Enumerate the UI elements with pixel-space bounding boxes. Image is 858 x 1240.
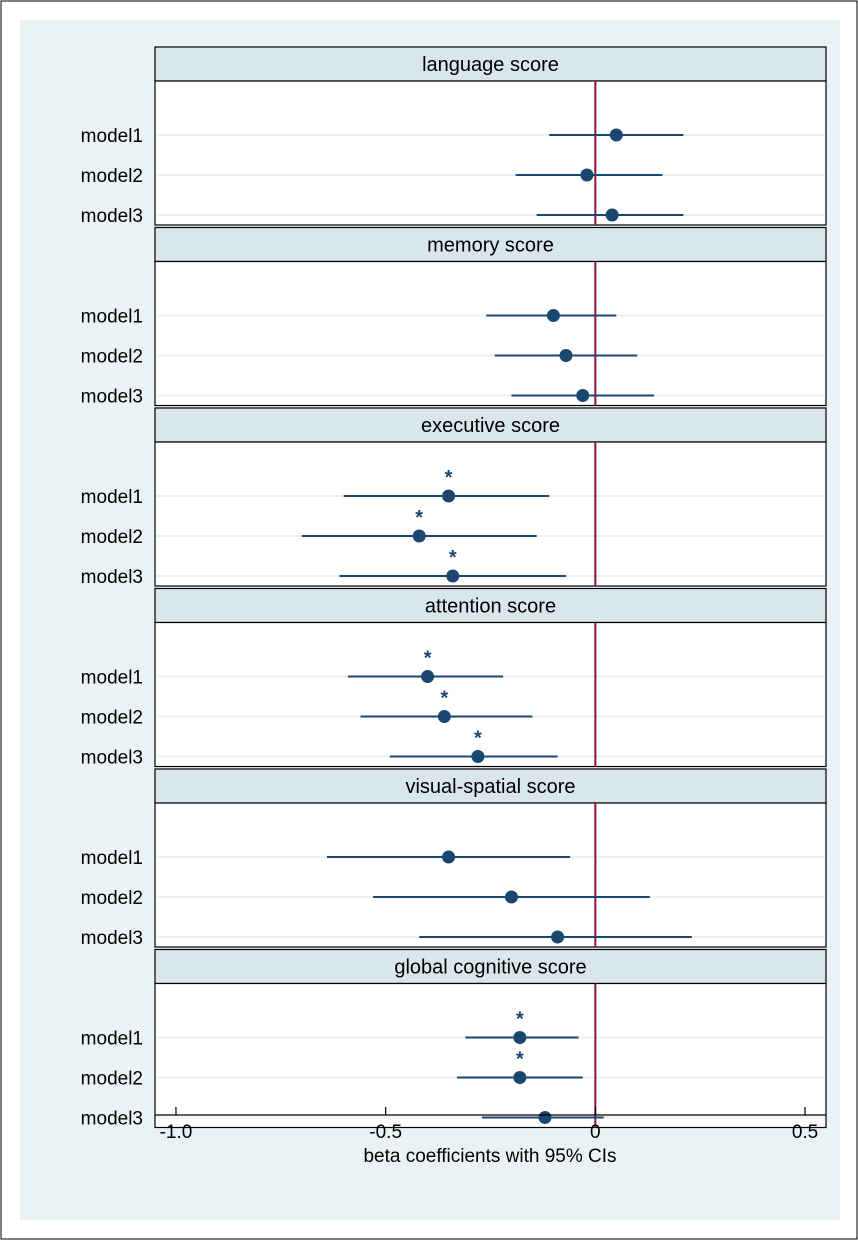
significance-marker: * [516,1009,524,1031]
row-label: model1 [81,668,143,689]
row-language-score-model3: model3 [81,206,684,227]
panel-strip [154,226,827,263]
row-label: model2 [81,1069,143,1090]
beta-point [538,1111,552,1124]
panel-title: executive score [421,415,560,437]
row-executive-score-model3: model3 * [81,547,566,588]
row-memory-score-model2: model2 [81,347,638,368]
panel-memory-score: memory score model1 model2 model3 [81,226,827,408]
panel-attention-score: attention score model1 * model2 * model3 * [81,587,827,769]
x-tick-label: -1.0 [160,1122,193,1143]
row-attention-score-model3: model3 * [81,728,558,769]
row-label: model2 [81,888,143,909]
panel-strip [154,768,827,804]
panel-plot-area [154,260,827,407]
row-executive-score-model2: model2 * [81,507,537,548]
x-tick-label: -0.5 [369,1122,402,1143]
beta-point [513,1031,527,1044]
beta-point [513,1071,527,1084]
panel-title: language score [422,54,559,76]
beta-point [559,349,573,362]
row-visual-spatial-score-model3: model3 [81,928,692,949]
row-label: model2 [81,527,143,548]
significance-marker: * [449,547,457,569]
significance-marker: * [424,648,432,670]
row-label: model1 [81,307,143,328]
row-memory-score-model3: model3 [81,387,655,408]
significance-marker: * [516,1049,524,1071]
beta-point [412,529,426,543]
row-visual-spatial-score-model1: model1 [81,848,571,869]
x-axis: -1.0 -0.5 0 0.5 [155,1107,826,1143]
beta-point [504,890,518,904]
row-global-cognitive-score-model2: model2 * [81,1049,583,1090]
panel-visual-spatial-score: visual-spatial score model1 model2 model3 [81,768,827,949]
significance-marker: * [445,467,453,489]
row-attention-score-model2: model2 * [81,688,533,729]
row-label: model1 [81,1029,143,1050]
row-label: model1 [81,848,143,869]
row-label: model3 [81,1109,143,1130]
row-label: model3 [81,567,143,588]
row-attention-score-model1: model1 * [81,648,504,689]
beta-point [471,750,485,763]
panel-plot-area [154,80,827,226]
x-tick-label: 0 [590,1122,601,1143]
row-label: model1 [81,126,143,147]
row-visual-spatial-score-model2: model2 [81,888,650,909]
panel-strip [154,948,827,985]
panel-plot-area [154,621,827,768]
beta-point [576,389,590,402]
beta-point [446,569,460,583]
panel-title: visual-spatial score [405,776,575,798]
significance-marker: * [440,688,448,710]
beta-point [546,309,560,322]
row-label: model2 [81,347,143,368]
significance-marker: * [415,507,423,529]
panel-title: attention score [425,596,556,618]
beta-point [580,168,594,182]
row-global-cognitive-score-model1: model1 * [81,1009,579,1050]
beta-point [442,850,456,864]
row-global-cognitive-score-model3: model3 [81,1109,604,1130]
beta-point [437,710,451,723]
beta-point [609,128,623,142]
row-label: model3 [81,387,143,408]
row-language-score-model1: model1 [81,126,684,147]
row-memory-score-model1: model1 [81,307,617,328]
row-label: model2 [81,708,143,729]
beta-point [551,930,565,944]
panel-strip [154,46,827,82]
row-label: model2 [81,166,143,187]
panel-title: memory score [427,235,554,257]
row-label: model3 [81,928,143,949]
panel-language-score: language score model1 model2 model3 [81,46,827,227]
panel-strip [154,587,827,624]
x-axis-label: beta coefficients with 95% CIs [363,1146,616,1167]
panel-title: global cognitive score [394,957,586,979]
significance-marker: * [474,728,482,750]
row-label: model3 [81,748,143,769]
beta-point [421,670,435,683]
row-label: model1 [81,487,143,508]
beta-point [605,208,619,222]
row-label: model3 [81,206,143,227]
beta-point [442,489,456,503]
panel-plot-area [154,982,827,1129]
row-executive-score-model1: model1 * [81,467,550,508]
panel-strip [154,407,827,443]
panel-plot-area [154,441,827,587]
x-tick-label: 0.5 [792,1122,818,1143]
panel-executive-score: executive score model1 * model2 * model3 * [81,407,827,588]
row-language-score-model2: model2 [81,166,663,187]
panel-plot-area [154,802,827,948]
panel-global-cognitive-score: global cognitive scoremodel1*model2*mode… [81,948,827,1130]
